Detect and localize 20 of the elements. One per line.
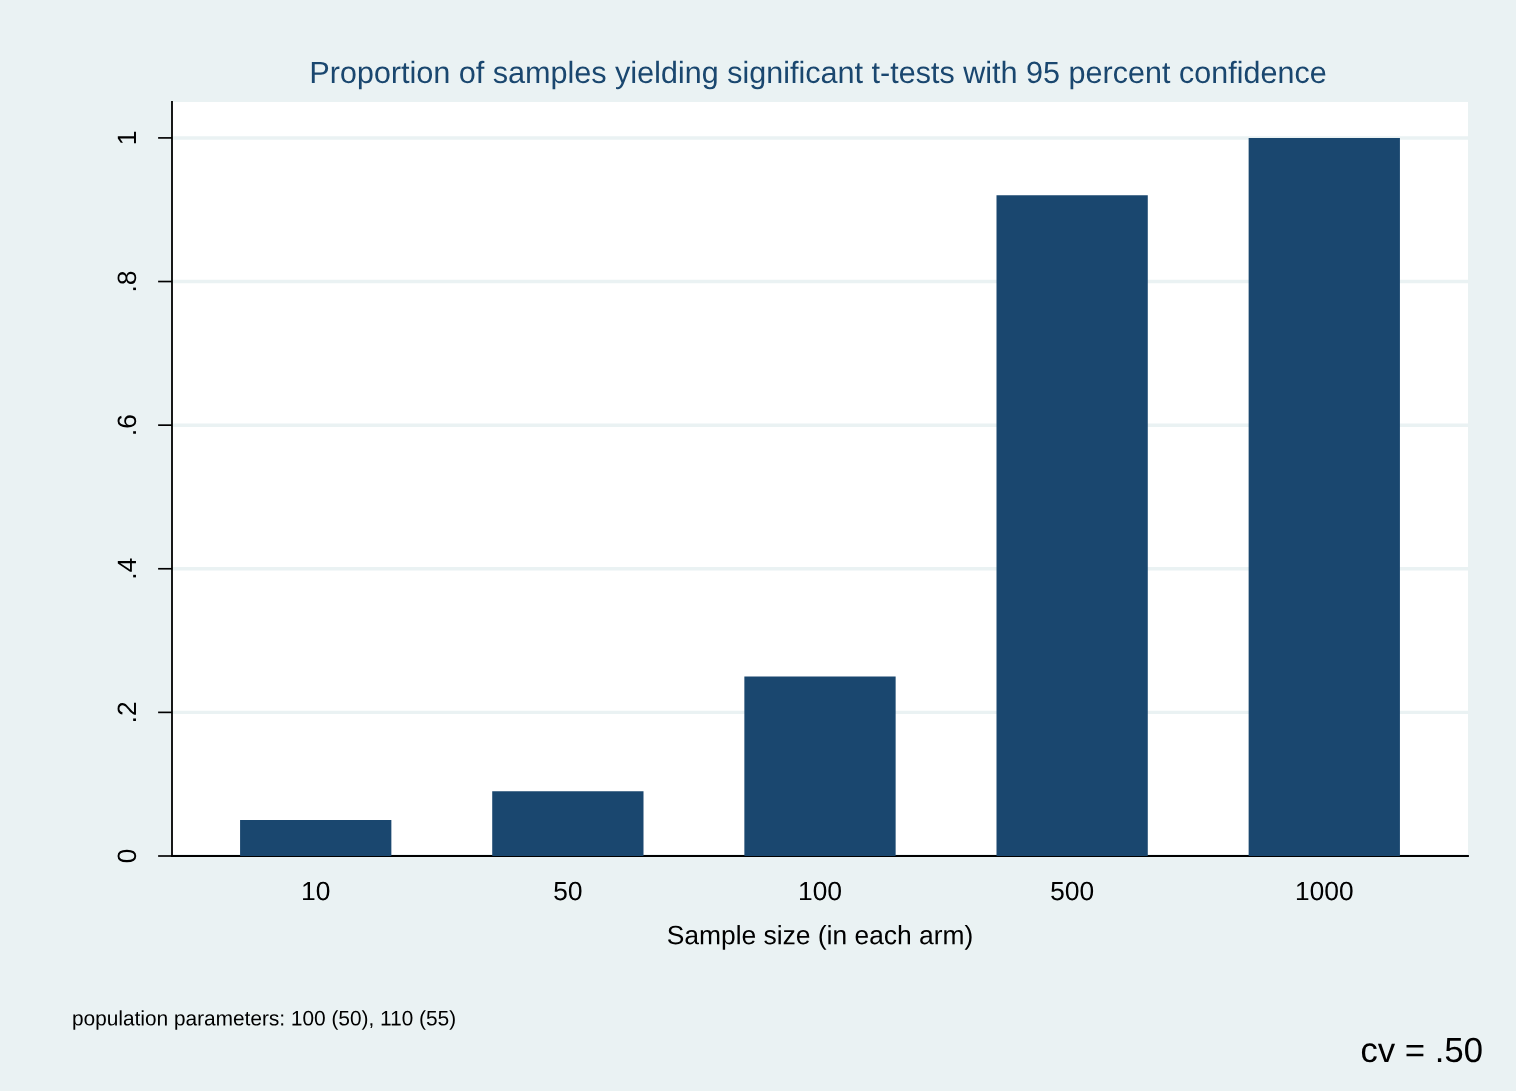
y-tick-label: .6 [117,415,137,434]
y-tick-label: .4 [117,558,136,578]
text: cv = .50 [1361,1037,1482,1063]
x-tick-label: 1000 [1296,881,1353,901]
chart-title: Proportion of samples yielding significant t-tests with 95 percent confidence [311,60,1326,90]
bar [996,195,1148,856]
y-tick-label: 1 [117,131,136,144]
y-tick-label: .2 [117,702,136,721]
bar [240,820,392,856]
y-tick-label: .8 [117,271,137,291]
bar [1248,137,1400,856]
x-tick-label: 500 [1051,881,1094,901]
bar [744,676,896,856]
x-axis-title: Sample size (in each arm) [667,925,972,950]
bar [492,791,644,856]
y-tick-label: 0 [117,849,137,863]
text: population parameters: 100 (50), 110 (55) [73,1010,455,1030]
x-tick-label: 100 [800,881,841,901]
x-tick-label: 50 [554,881,582,901]
x-tick-label: 10 [303,881,330,901]
